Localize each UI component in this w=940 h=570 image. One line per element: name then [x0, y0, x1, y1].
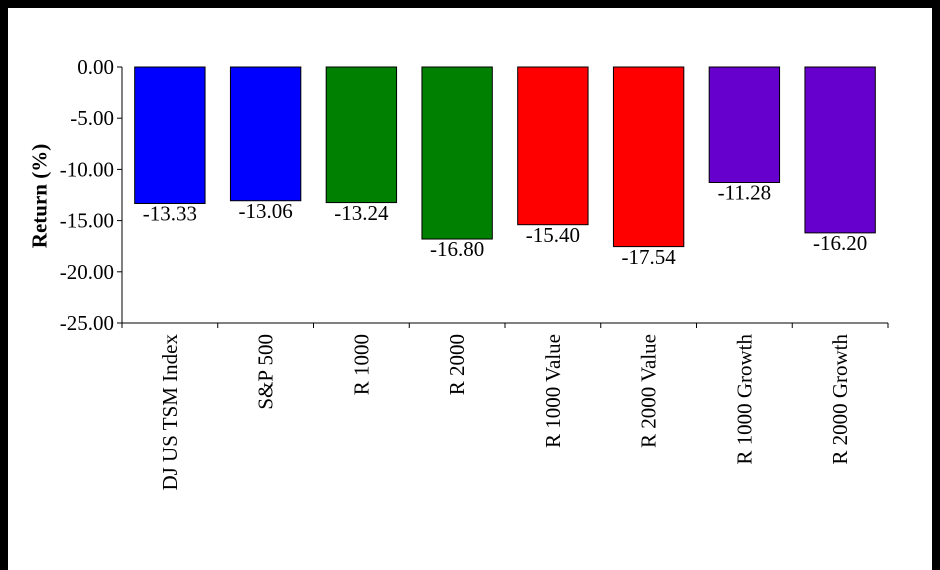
x-category-label: S&P 500 [254, 334, 278, 410]
x-category-label: R 2000 [445, 334, 469, 395]
x-category-label: R 1000 Value [541, 334, 565, 448]
bar-value-label: -16.20 [813, 231, 867, 255]
bar-value-label: -15.40 [526, 223, 580, 247]
y-tick-label: -20.00 [60, 260, 114, 284]
bar-value-label: -17.54 [622, 245, 677, 269]
x-category-label: DJ US TSM Index [158, 334, 182, 491]
bar-value-label: -11.28 [718, 181, 771, 205]
y-tick-label: -5.00 [70, 106, 114, 130]
x-category-label: R 1000 [349, 334, 373, 395]
bar [134, 66, 206, 204]
y-tick-label: 0.00 [77, 55, 114, 79]
bar [804, 66, 876, 234]
bar [325, 66, 398, 204]
y-tick-label: -10.00 [60, 157, 114, 181]
y-tick-label: -15.00 [60, 209, 114, 233]
x-category-label: R 2000 Growth [828, 334, 852, 465]
x-category-label: R 2000 Value [637, 334, 661, 448]
bar-value-label: -16.80 [430, 237, 484, 261]
x-category-label: R 1000 Growth [732, 334, 756, 465]
bar-value-label: -13.24 [334, 201, 389, 225]
bar [517, 66, 589, 226]
y-tick-label: -25.00 [60, 311, 114, 335]
bar [421, 66, 493, 240]
bar-value-label: -13.33 [143, 202, 197, 226]
bar [612, 66, 685, 248]
bar [229, 66, 302, 202]
bar-value-label: -13.06 [239, 199, 293, 223]
bar [708, 66, 781, 184]
